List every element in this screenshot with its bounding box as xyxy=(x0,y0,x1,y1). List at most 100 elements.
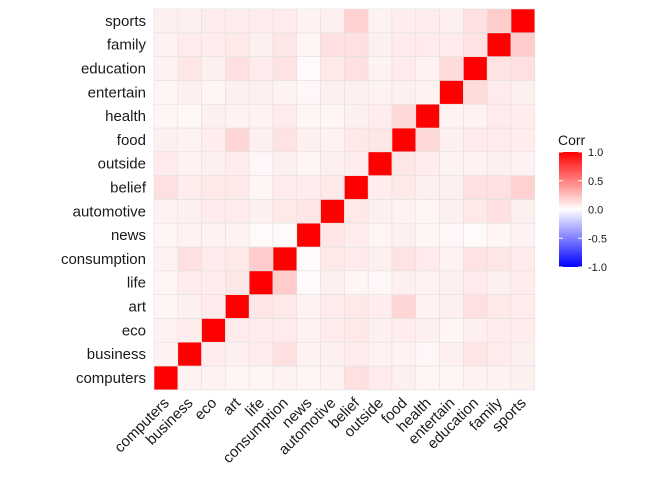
heatmap-cell-education-belief xyxy=(463,176,487,200)
heatmap-cell-health-art xyxy=(416,295,440,319)
heatmap-cell-news-entertain xyxy=(297,80,321,104)
heatmap-cell-entertain-belief xyxy=(440,176,464,200)
heatmap-cell-life-education xyxy=(249,57,273,81)
heatmap-cell-news-food xyxy=(297,128,321,152)
heatmap-cell-outside-life xyxy=(368,271,392,295)
heatmap-cell-business-entertain xyxy=(178,80,202,104)
heatmap-cell-consumption-education xyxy=(273,57,297,81)
heatmap-cell-family-automotive xyxy=(487,199,511,223)
heatmap-cell-sports-business xyxy=(511,342,535,366)
heatmap-cell-news-consumption xyxy=(297,247,321,271)
x-axis-tick-labels: computersbusinesseco artlifeconsumptionne… xyxy=(111,394,530,467)
heatmap-cell-eco-health xyxy=(202,104,226,128)
y-tick-label-sports: sports xyxy=(105,13,146,30)
heatmap-cell-news-health xyxy=(297,104,321,128)
heatmap-cell-education-news xyxy=(463,223,487,247)
heatmap-cell-sports-family xyxy=(511,33,535,57)
heatmap-cell-health-education xyxy=(416,57,440,81)
heatmap-cell-business-sports xyxy=(178,9,202,33)
heatmap-cell-art-belief xyxy=(225,176,249,200)
heatmap-cell-belief-entertain xyxy=(344,80,368,104)
heatmap-cell-business-business xyxy=(178,342,202,366)
heatmap-cell-eco-sports xyxy=(202,9,226,33)
heatmap-cell-business-art xyxy=(178,295,202,319)
heatmap-cell-education-computers xyxy=(463,366,487,390)
heatmap-cell-business-computers xyxy=(178,366,202,390)
heatmap-cell-outside-belief xyxy=(368,176,392,200)
heatmap-cell-outside-health xyxy=(368,104,392,128)
heatmap-cell-consumption-food xyxy=(273,128,297,152)
heatmap-cell-automotive-art xyxy=(321,295,345,319)
heatmap-cell-sports-news xyxy=(511,223,535,247)
heatmap-cell-consumption-family xyxy=(273,33,297,57)
heatmap-cell-news-business xyxy=(297,342,321,366)
heatmap-cell-outside-family xyxy=(368,33,392,57)
heatmap-cell-automotive-entertain xyxy=(321,80,345,104)
heatmap-cell-family-sports xyxy=(487,9,511,33)
heatmap-cell-entertain-consumption xyxy=(440,247,464,271)
heatmap-cell-eco-art xyxy=(202,295,226,319)
heatmap-cell-health-family xyxy=(416,33,440,57)
heatmap-cell-eco-family xyxy=(202,33,226,57)
heatmap-cell-entertain-life xyxy=(440,271,464,295)
heatmap-cell-sports-sports xyxy=(511,9,535,33)
heatmap-cell-food-automotive xyxy=(392,199,416,223)
heatmap-cell-eco-business xyxy=(202,342,226,366)
heatmap-cell-eco-food xyxy=(202,128,226,152)
heatmap-cell-news-art xyxy=(297,295,321,319)
heatmap-cell-business-health xyxy=(178,104,202,128)
heatmap-cell-news-outside xyxy=(297,152,321,176)
heatmap-cell-consumption-health xyxy=(273,104,297,128)
heatmap-cell-news-computers xyxy=(297,366,321,390)
heatmap-cell-entertain-business xyxy=(440,342,464,366)
heatmap-cell-eco-eco xyxy=(202,318,226,342)
heatmap-cell-family-entertain xyxy=(487,80,511,104)
heatmap-cell-computers-sports xyxy=(154,9,178,33)
heatmap-cell-art-health xyxy=(225,104,249,128)
heatmap-cell-sports-entertain xyxy=(511,80,535,104)
heatmap-cell-consumption-computers xyxy=(273,366,297,390)
heatmap-cell-entertain-family xyxy=(440,33,464,57)
heatmap-cell-automotive-outside xyxy=(321,152,345,176)
legend-tick-label: -0.5 xyxy=(588,233,607,245)
y-tick-label-education: education xyxy=(81,61,146,78)
heatmap-cell-life-sports xyxy=(249,9,273,33)
heatmap-cell-computers-automotive xyxy=(154,199,178,223)
heatmap-cell-business-news xyxy=(178,223,202,247)
heatmap-cell-belief-automotive xyxy=(344,199,368,223)
legend-tick-label: 0.0 xyxy=(588,205,603,217)
heatmap-cell-art-food xyxy=(225,128,249,152)
heatmap-cell-outside-consumption xyxy=(368,247,392,271)
heatmap-cell-family-news xyxy=(487,223,511,247)
heatmap-cell-life-entertain xyxy=(249,80,273,104)
heatmap-cell-family-business xyxy=(487,342,511,366)
heatmap-cell-computers-consumption xyxy=(154,247,178,271)
heatmap-cell-family-family xyxy=(487,33,511,57)
heatmap-cell-business-belief xyxy=(178,176,202,200)
heatmap-cell-food-belief xyxy=(392,176,416,200)
heatmap-cell-food-family xyxy=(392,33,416,57)
heatmap-cell-news-sports xyxy=(297,9,321,33)
heatmap-cell-belief-food xyxy=(344,128,368,152)
heatmap-cell-entertain-food xyxy=(440,128,464,152)
heatmap-cell-family-belief xyxy=(487,176,511,200)
heatmap-cell-art-entertain xyxy=(225,80,249,104)
heatmap-cell-consumption-belief xyxy=(273,176,297,200)
heatmap-cell-family-food xyxy=(487,128,511,152)
heatmap-cell-outside-computers xyxy=(368,366,392,390)
heatmap-cell-life-art xyxy=(249,295,273,319)
heatmap-cell-health-health xyxy=(416,104,440,128)
heatmap-cell-computers-computers xyxy=(154,366,178,390)
heatmap-cell-belief-education xyxy=(344,57,368,81)
heatmap-cell-education-business xyxy=(463,342,487,366)
x-tick-label-art: art xyxy=(220,394,245,419)
heatmap-cells xyxy=(154,9,535,390)
heatmap-cell-entertain-entertain xyxy=(440,80,464,104)
heatmap-cell-computers-outside xyxy=(154,152,178,176)
heatmap-cell-life-business xyxy=(249,342,273,366)
heatmap-cell-family-consumption xyxy=(487,247,511,271)
heatmap-cell-education-health xyxy=(463,104,487,128)
heatmap-cell-eco-education xyxy=(202,57,226,81)
heatmap-cell-sports-health xyxy=(511,104,535,128)
